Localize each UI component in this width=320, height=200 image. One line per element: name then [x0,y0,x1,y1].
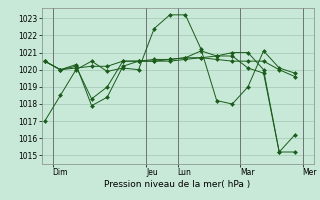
X-axis label: Pression niveau de la mer( hPa ): Pression niveau de la mer( hPa ) [104,180,251,189]
